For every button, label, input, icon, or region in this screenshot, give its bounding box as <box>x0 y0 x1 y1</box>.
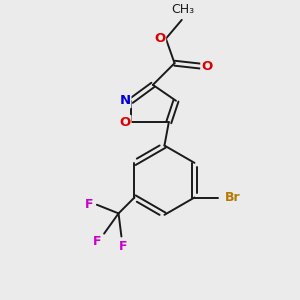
Text: O: O <box>119 116 130 129</box>
Text: Br: Br <box>225 191 241 204</box>
Text: CH₃: CH₃ <box>172 2 195 16</box>
Text: O: O <box>201 60 212 73</box>
Text: F: F <box>85 198 93 211</box>
Text: N: N <box>119 94 130 107</box>
Text: F: F <box>93 235 102 248</box>
Text: O: O <box>154 32 165 45</box>
Text: F: F <box>118 240 127 253</box>
